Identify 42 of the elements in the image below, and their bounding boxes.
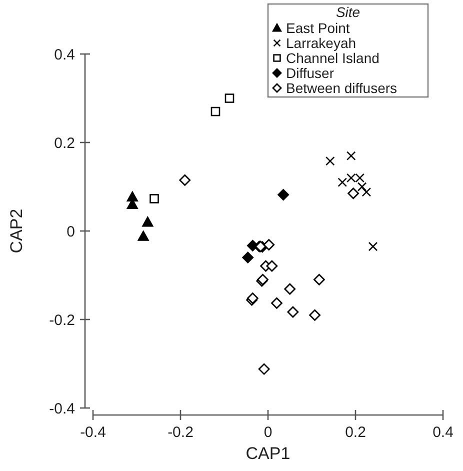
legend-label: Larrakeyah	[286, 34, 356, 51]
x-tick-label: 0.4	[432, 424, 454, 441]
point	[150, 194, 159, 204]
point	[126, 191, 138, 202]
point	[210, 106, 220, 116]
point	[266, 260, 278, 272]
legend-label: Between diffusers	[286, 80, 398, 96]
point	[263, 239, 275, 250]
y-axis-title: CAP2	[7, 208, 26, 254]
x-tick-label: 0.2	[345, 424, 366, 441]
point	[362, 187, 372, 197]
point	[325, 156, 335, 166]
point	[138, 230, 149, 241]
point	[258, 363, 270, 375]
point	[271, 297, 282, 309]
legend-label: Diffuser	[286, 64, 334, 81]
x-axis-title: CAP1	[246, 444, 290, 463]
point	[179, 174, 191, 186]
point	[224, 94, 234, 103]
y-tick-label: 0	[66, 223, 75, 240]
point	[313, 274, 325, 286]
point	[348, 188, 360, 200]
legend-title: Site	[336, 4, 360, 20]
y-tick-label: 0.2	[54, 134, 75, 152]
x-tick-label: 0	[264, 424, 272, 441]
x-tick-label: -0.2	[168, 424, 194, 441]
point	[278, 189, 290, 200]
point	[142, 216, 154, 227]
y-tick-label: -0.4	[49, 400, 75, 418]
x-tick-label: -0.4	[80, 424, 106, 441]
y-tick-label: 0.4	[54, 46, 75, 64]
legend-label: Channel Island	[286, 50, 380, 66]
point	[357, 182, 367, 192]
point	[284, 283, 296, 295]
y-tick-label: -0.2	[49, 312, 75, 329]
point	[338, 178, 348, 187]
point	[346, 151, 356, 160]
legend-label: East Point	[286, 20, 350, 36]
point	[287, 306, 299, 318]
point	[309, 309, 321, 321]
point	[368, 242, 378, 252]
point	[242, 252, 254, 264]
